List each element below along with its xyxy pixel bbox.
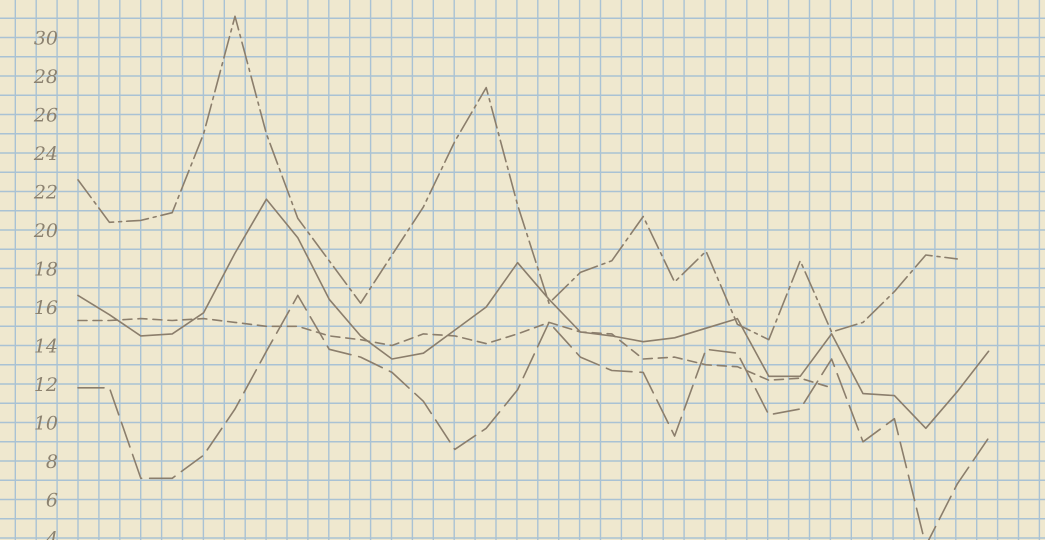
y-tick-label: 14 (34, 336, 58, 358)
y-tick-label: 22 (33, 182, 58, 204)
series-line-long-dash (77, 294, 990, 540)
series-lines (77, 15, 990, 540)
y-tick-label: 24 (33, 143, 58, 165)
y-tick-label: 8 (46, 451, 58, 473)
y-tick-label: 6 (46, 490, 58, 512)
y-tick-label: 16 (34, 297, 58, 319)
y-axis-tick-labels: 4 6 8 10 12 14 16 18 20 22 24 26 28 30 (33, 28, 58, 540)
y-tick-label: 30 (34, 28, 58, 50)
y-tick-label: 4 (45, 528, 58, 540)
y-tick-label: 20 (33, 220, 58, 242)
y-tick-label: 12 (34, 374, 58, 396)
y-tick-label: 26 (33, 105, 58, 127)
series-line-solid (77, 198, 990, 430)
series-line-dashed (77, 317, 833, 389)
y-tick-label: 18 (34, 259, 58, 281)
y-tick-label: 28 (33, 66, 58, 88)
y-tick-label: 10 (34, 413, 58, 435)
series-line-dash-dot (77, 15, 959, 341)
